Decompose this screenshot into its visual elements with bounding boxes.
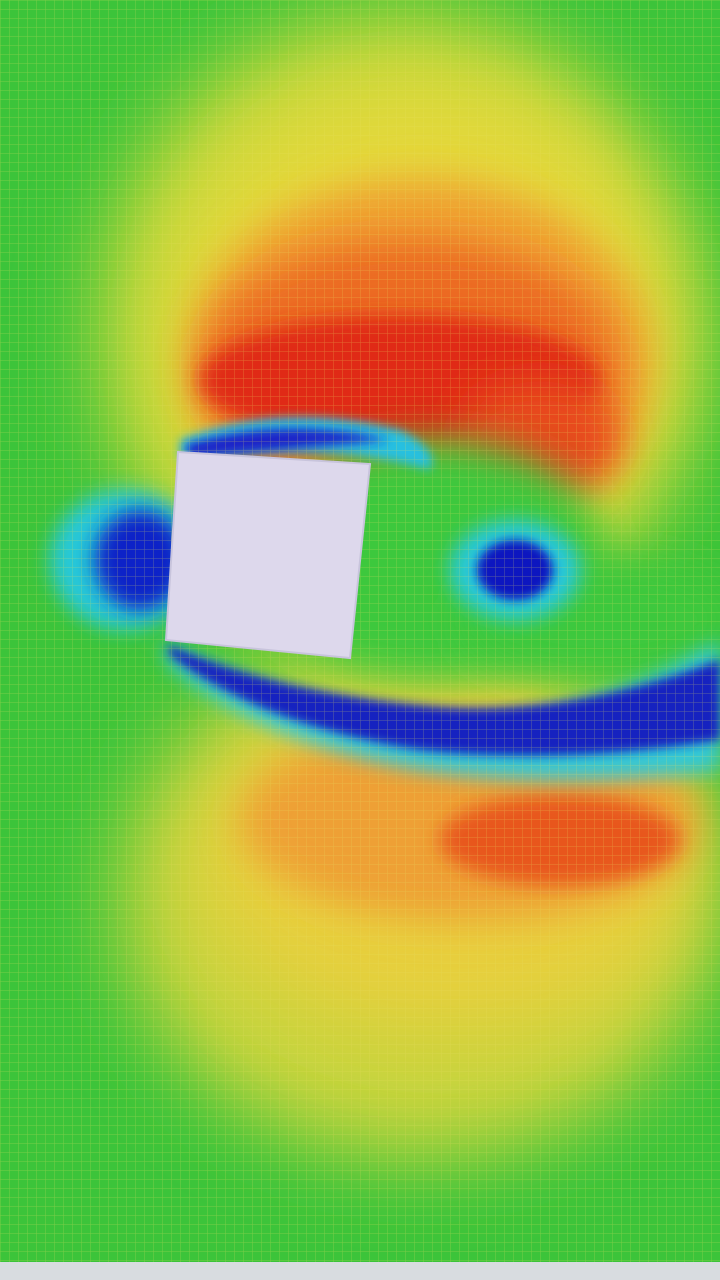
screen-bezel xyxy=(0,1262,720,1280)
obstacle-square xyxy=(164,450,372,660)
